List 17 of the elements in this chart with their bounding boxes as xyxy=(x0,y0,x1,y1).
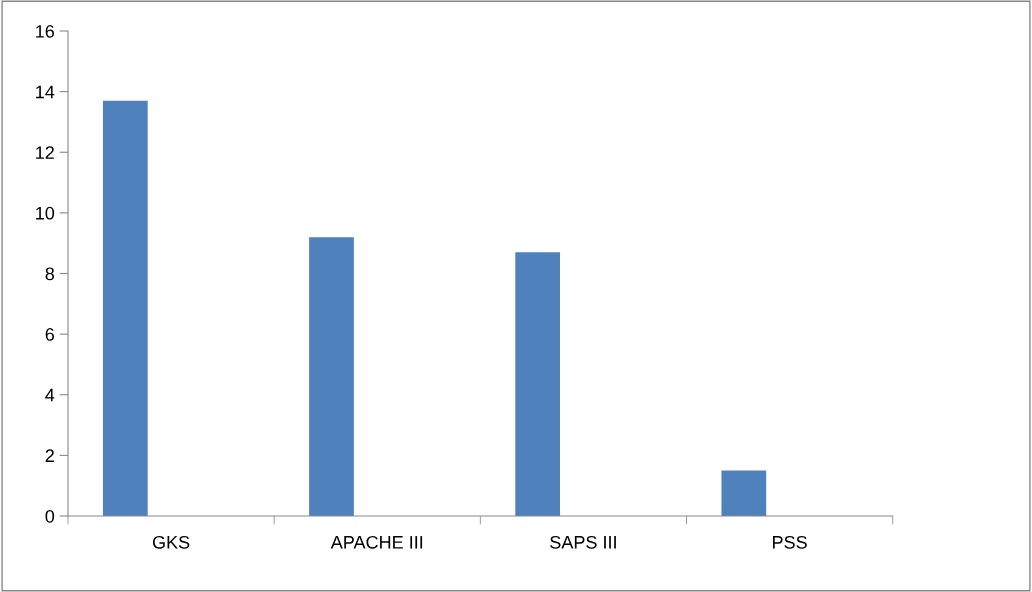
x-tick-label: PSS xyxy=(773,535,807,549)
bar xyxy=(102,100,148,516)
y-tick-label: 2 xyxy=(45,449,54,462)
bar xyxy=(721,470,767,516)
x-tick-label: GKS xyxy=(152,535,190,549)
bar xyxy=(309,237,354,516)
y-tick-label: 12 xyxy=(36,146,54,159)
y-tick-label: 0 xyxy=(45,509,55,523)
x-tick-label: SAPS III xyxy=(550,535,616,549)
y-tick-label: 16 xyxy=(36,24,55,38)
x-tick-label: APACHE III xyxy=(330,535,423,549)
y-tick-label: 4 xyxy=(45,388,55,402)
y-tick-label: 8 xyxy=(45,267,55,281)
bar xyxy=(515,252,561,516)
y-tick-label: 14 xyxy=(36,85,55,99)
y-tick-label: 10 xyxy=(36,206,55,220)
y-tick-label: 6 xyxy=(45,328,55,341)
